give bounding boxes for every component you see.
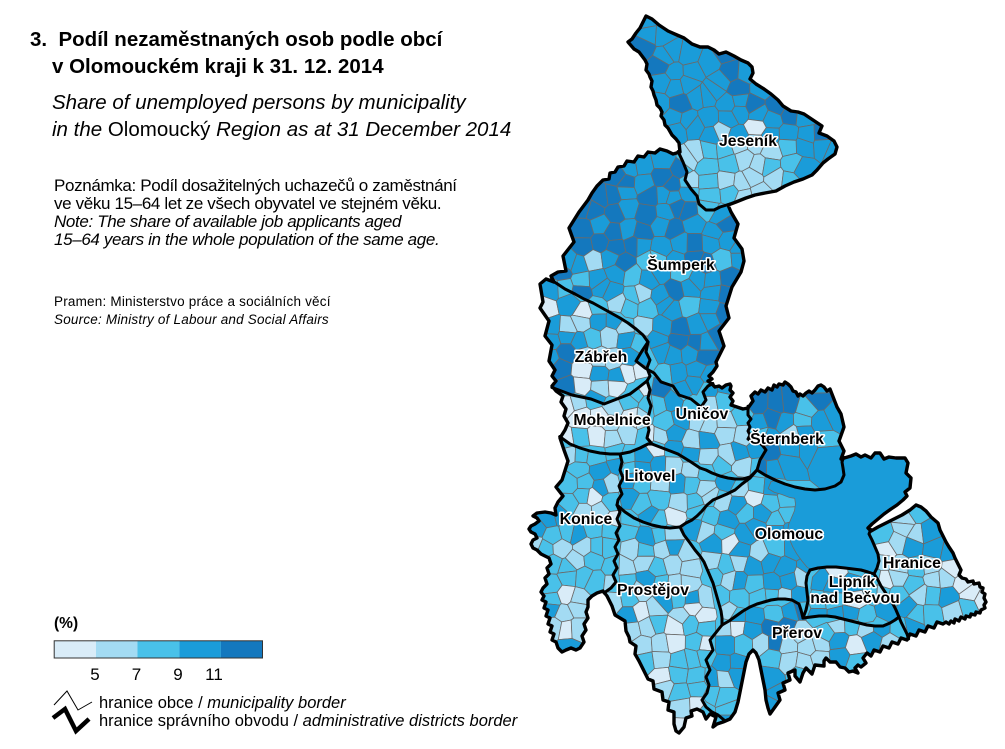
svg-text:Mohelnice: Mohelnice	[573, 412, 650, 429]
svg-text:Hranice: Hranice	[883, 555, 941, 572]
svg-text:Litovel: Litovel	[625, 468, 676, 485]
svg-text:Olomouc: Olomouc	[755, 526, 824, 543]
svg-text:Jeseník: Jeseník	[719, 133, 777, 150]
svg-text:Prostějov: Prostějov	[617, 582, 689, 599]
svg-text:9: 9	[173, 665, 182, 684]
svg-text:Přerov: Přerov	[772, 625, 822, 642]
svg-text:7: 7	[132, 665, 141, 684]
svg-text:11: 11	[205, 665, 223, 684]
svg-text:Uničov: Uničov	[676, 406, 729, 423]
svg-text:Konice: Konice	[560, 511, 613, 528]
svg-text:Šumperk: Šumperk	[647, 255, 715, 274]
svg-text:Lipník: Lipník	[829, 574, 876, 591]
svg-text:Šternberk: Šternberk	[750, 429, 824, 448]
svg-text:nad Bečvou: nad Bečvou	[810, 590, 900, 607]
svg-text:5: 5	[90, 665, 99, 684]
svg-text:Zábřeh: Zábřeh	[575, 349, 628, 366]
